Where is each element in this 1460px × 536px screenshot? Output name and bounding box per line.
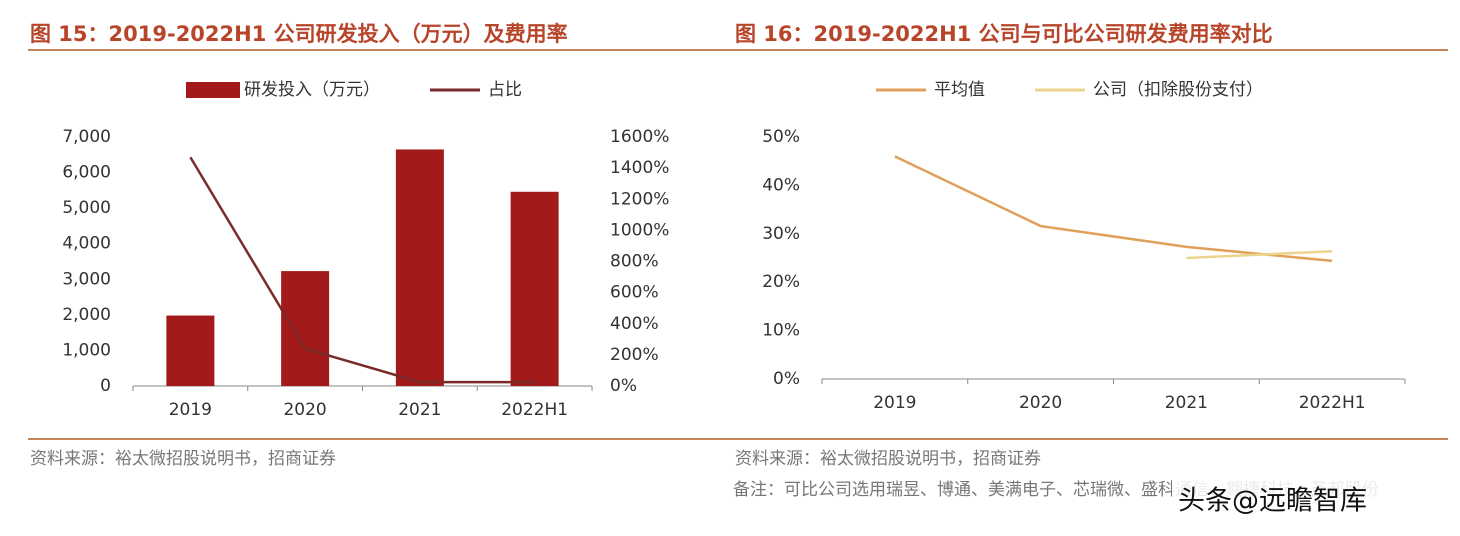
y2-tick-label: 0% [610,376,637,396]
y-tick-label: 0 [100,376,111,396]
source: 资料来源：裕太微招股说明书，招商证券 [30,449,336,469]
y2-tick-label: 800% [610,252,659,272]
x-tick-label: 2022H1 [1299,393,1366,413]
legend-swatch [186,82,240,98]
y-tick-label: 40% [762,175,800,195]
y2-tick-label: 1600% [610,127,669,147]
y-tick-label: 3,000 [62,269,111,289]
chart-title: 图 15：2019-2022H1 公司研发投入（万元）及费用率 [30,22,568,46]
y-tick-label: 1,000 [62,340,111,360]
bar [395,149,444,386]
y2-tick-label: 600% [610,283,659,303]
x-tick-label: 2021 [398,400,441,420]
watermark: 头条@远瞻智库 [1178,486,1367,517]
x-tick-label: 2019 [873,393,916,413]
x-tick-label: 2021 [1165,393,1208,413]
y-tick-label: 2,000 [62,305,111,325]
y-tick-label: 0% [773,369,800,389]
bar [281,271,330,386]
y-tick-label: 50% [762,127,800,147]
y2-tick-label: 1000% [610,220,669,240]
series-line [1186,249,1333,260]
y2-tick-label: 400% [610,314,659,334]
series-line [189,156,535,384]
y-tick-label: 7,000 [62,127,111,147]
series-line [894,155,1333,263]
y-tick-label: 10% [762,321,800,341]
legend-label: 平均值 [934,80,985,100]
x-tick-label: 2019 [169,400,212,420]
chart-title: 图 16：2019-2022H1 公司与可比公司研发费用率对比 [735,22,1273,46]
bar [166,315,215,386]
source: 资料来源：裕太微招股说明书，招商证券 [735,449,1041,469]
y-tick-label: 30% [762,224,800,244]
x-tick-label: 2020 [283,400,326,420]
y-tick-label: 4,000 [62,234,111,254]
y-tick-label: 20% [762,272,800,292]
x-tick-label: 2020 [1019,393,1062,413]
x-tick-label: 2022H1 [501,400,568,420]
y2-tick-label: 200% [610,345,659,365]
y2-tick-label: 1400% [610,158,669,178]
legend-label: 占比 [488,80,522,100]
legend-label: 公司（扣除股份支付） [1093,80,1263,100]
legend-label: 研发投入（万元） [244,80,380,100]
y-tick-label: 6,000 [62,163,111,183]
watermark-bg [1172,478,1448,524]
y-tick-label: 5,000 [62,198,111,218]
bar [510,191,559,386]
y2-tick-label: 1200% [610,189,669,209]
